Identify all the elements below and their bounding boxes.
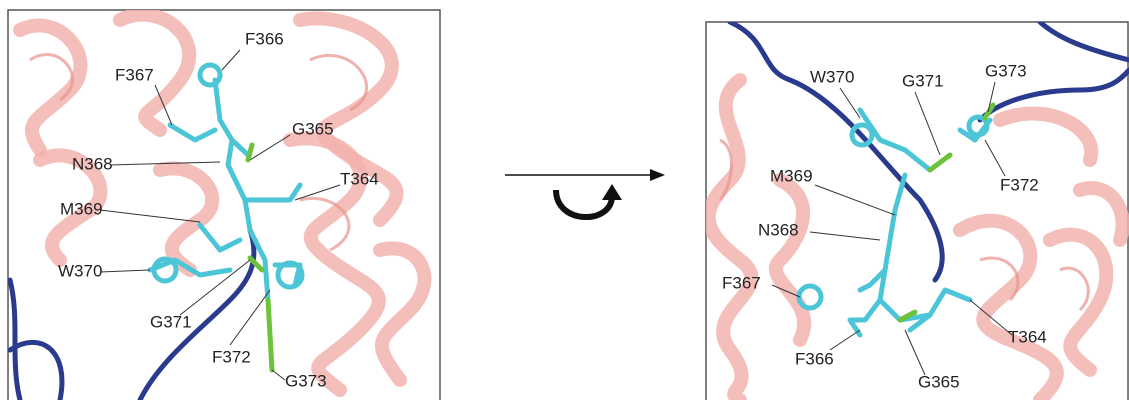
figure: F366 F367 G365 N368 T364 M369 W370 G371 … bbox=[0, 0, 1129, 400]
residue-label: T364 bbox=[1008, 327, 1047, 346]
residue-label: G365 bbox=[918, 372, 960, 391]
residue-label: F367 bbox=[115, 65, 154, 84]
residue-label: M369 bbox=[60, 199, 103, 218]
residue-label: N368 bbox=[758, 220, 799, 239]
residue-label: G365 bbox=[292, 119, 334, 138]
residue-label: W370 bbox=[810, 67, 854, 86]
residue-label: G373 bbox=[985, 61, 1027, 80]
residue-label: M369 bbox=[770, 166, 813, 185]
residue-label: F366 bbox=[795, 349, 834, 368]
residue-label: G371 bbox=[150, 312, 192, 331]
residue-label: F366 bbox=[245, 29, 284, 48]
right-panel: W370 G371 G373 F372 M369 N368 F367 T364 … bbox=[706, 22, 1129, 400]
residue-label: G371 bbox=[902, 71, 944, 90]
residue-label: F367 bbox=[722, 273, 761, 292]
residue-label: W370 bbox=[58, 261, 102, 280]
rotation-arrow bbox=[505, 169, 665, 217]
residue-label: T364 bbox=[340, 169, 379, 188]
residue-label: F372 bbox=[212, 347, 251, 366]
residue-label: G373 bbox=[285, 371, 327, 390]
residue-label: N368 bbox=[72, 154, 113, 173]
residue-label: F372 bbox=[1000, 175, 1039, 194]
left-panel: F366 F367 G365 N368 T364 M369 W370 G371 … bbox=[8, 10, 440, 400]
